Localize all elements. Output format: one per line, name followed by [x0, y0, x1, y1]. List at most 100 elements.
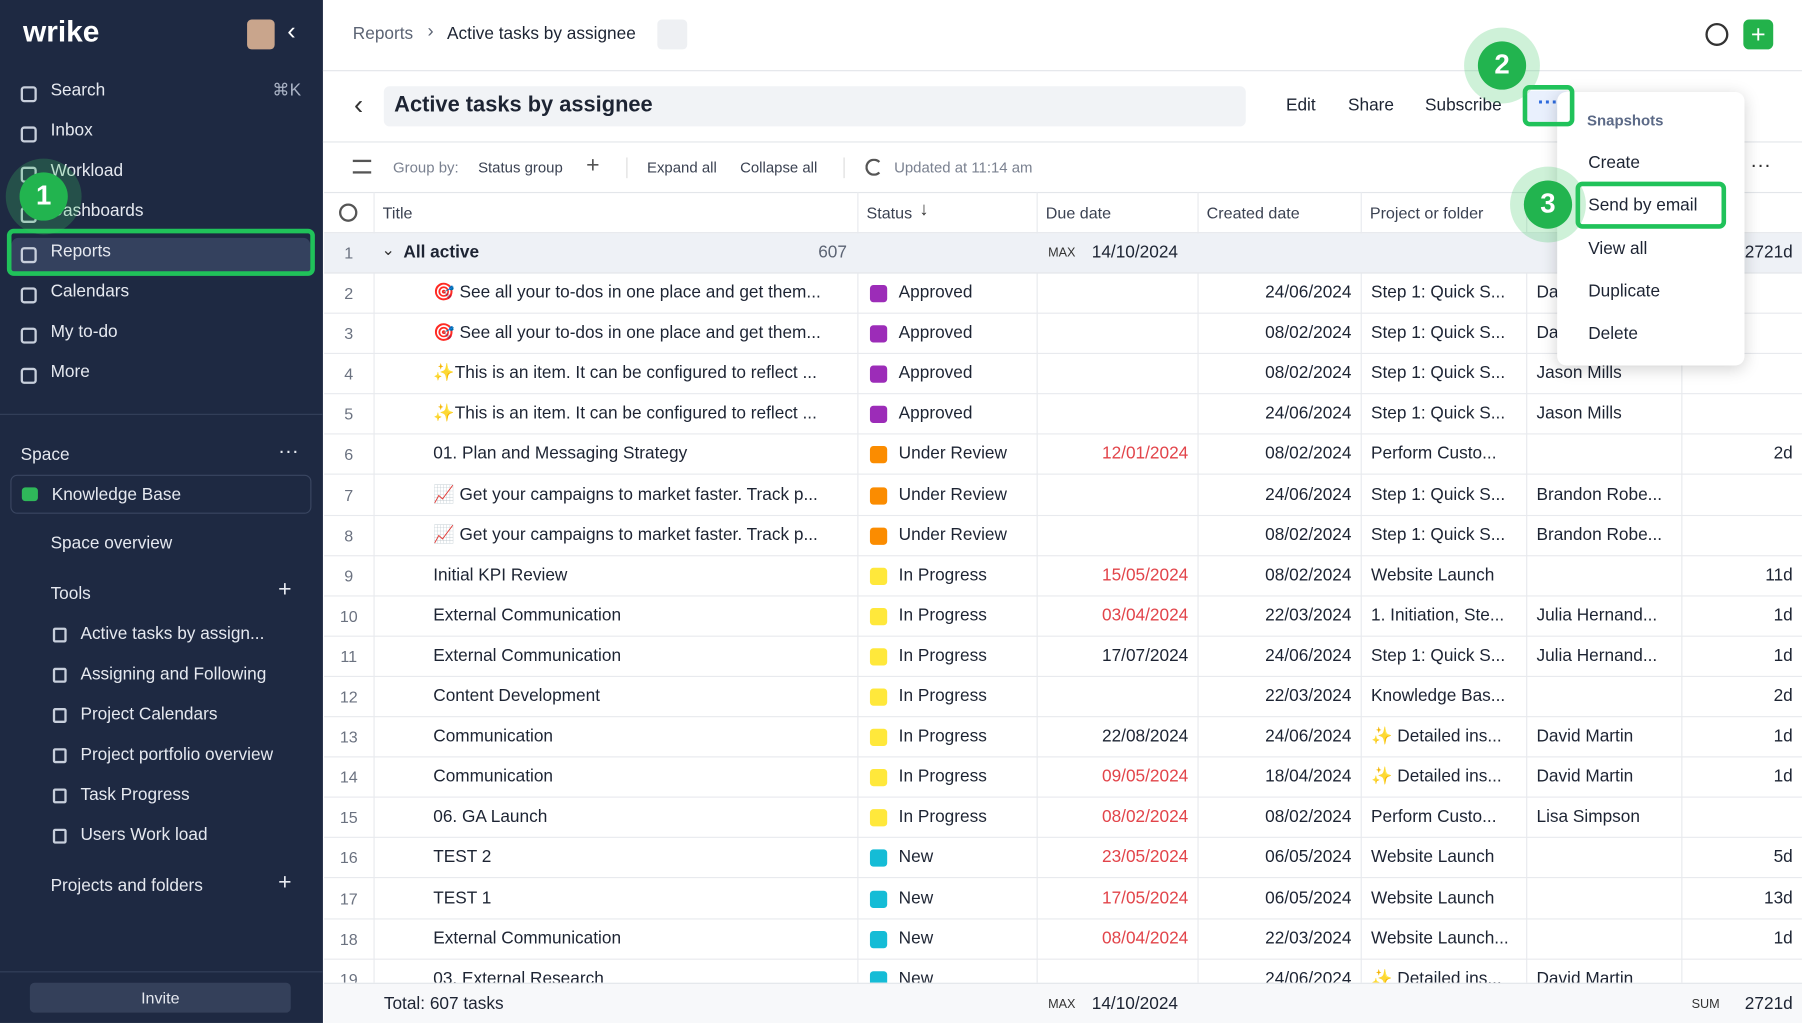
nav-item[interactable]: Workload: [50, 160, 124, 181]
status-swatch: [869, 930, 888, 948]
project: ✨ Detailed ins...: [1370, 726, 1502, 747]
projects-label[interactable]: Projects and folders: [50, 875, 203, 896]
refresh-icon[interactable]: [865, 158, 883, 176]
collapse-all[interactable]: Collapse all: [740, 158, 818, 176]
table-row[interactable]: 4 ✨This is an item. It can be configured …: [324, 354, 1802, 395]
menu-item[interactable]: Duplicate: [1588, 281, 1661, 302]
menu-item[interactable]: Create: [1588, 152, 1640, 173]
table-row[interactable]: 10 External Communication In Progress 03/04…: [324, 596, 1802, 637]
nav-item[interactable]: Inbox: [50, 120, 93, 141]
tool-item[interactable]: Assigning and Following: [80, 664, 267, 684]
status: In Progress: [898, 565, 987, 585]
column-divider: [1036, 191, 1038, 983]
nav-item[interactable]: Calendars: [50, 281, 130, 302]
table-row[interactable]: 15 06. GA Launch In Progress 08/02/2024 08/0…: [324, 798, 1802, 839]
tool-item[interactable]: Task Progress: [80, 785, 190, 805]
action-button[interactable]: Edit: [1285, 95, 1316, 115]
created-date: 08/02/2024: [1265, 323, 1352, 343]
status: Under Review: [898, 444, 1007, 464]
agg-label: MAX: [1048, 997, 1076, 1012]
nav-item[interactable]: Dashboards: [50, 201, 144, 221]
tool-item[interactable]: Project Calendars: [80, 704, 218, 725]
status-swatch: [869, 809, 888, 827]
expand-toggle[interactable]: ⌄: [381, 240, 396, 259]
group-row: 1 ⌄ All active 607 MAX 14/10/2024 2721d: [324, 233, 1802, 274]
action-button[interactable]: Share: [1348, 95, 1395, 115]
nav-item[interactable]: My to-do: [50, 321, 118, 342]
add-group[interactable]: +: [586, 152, 600, 179]
project: Website Launch: [1370, 847, 1495, 868]
table-row[interactable]: 5 ✨This is an item. It can be configured …: [324, 395, 1802, 435]
table-row[interactable]: 7 📈 Get your campaigns to market faster. …: [324, 475, 1802, 516]
project: Step 1: Quick S...: [1370, 323, 1506, 343]
tools-label: Tools: [50, 583, 91, 604]
status: Approved: [898, 363, 973, 383]
status-swatch: [869, 486, 888, 505]
table-row[interactable]: 6 01. Plan and Messaging Strategy Under Re…: [324, 435, 1802, 476]
duration: 5d: [1773, 847, 1793, 868]
column-header[interactable]: Project or folder: [1369, 203, 1484, 222]
group-due: 14/10/2024: [1091, 242, 1179, 263]
collapse-button[interactable]: ‹: [287, 16, 296, 45]
table-row[interactable]: 16 TEST 2 New 23/05/2024 06/05/2024 Website L…: [324, 838, 1802, 879]
row-number: 18: [339, 929, 358, 948]
column-header[interactable]: Status: [866, 203, 913, 222]
settings-icon[interactable]: [339, 203, 358, 222]
space-more[interactable]: ···: [278, 439, 299, 463]
menu-heading: Snapshots: [1587, 111, 1664, 129]
sum-label: SUM: [1691, 997, 1720, 1012]
tools-add[interactable]: +: [278, 576, 292, 603]
nav-icon: [20, 287, 37, 304]
table-row[interactable]: 2 🎯 See all your to-dos in one place and …: [324, 274, 1802, 314]
pin-button[interactable]: [657, 19, 688, 50]
tool-item[interactable]: Active tasks by assign...: [80, 624, 265, 644]
projects-add[interactable]: +: [278, 870, 292, 896]
due-date: 03/04/2024: [1101, 605, 1189, 626]
row-number: 13: [339, 727, 358, 747]
table-row[interactable]: 11 External Communication In Progress 17/07…: [324, 637, 1802, 677]
row-number: 15: [339, 808, 358, 827]
table-row[interactable]: 14 Communication In Progress 09/05/2024 18/0…: [324, 758, 1802, 798]
nav-item[interactable]: More: [50, 362, 90, 382]
nav-item[interactable]: Search: [50, 80, 106, 100]
back-button[interactable]: ‹: [353, 89, 364, 121]
expand-all[interactable]: Expand all: [646, 158, 717, 176]
menu-item[interactable]: Delete: [1588, 324, 1639, 344]
table-row[interactable]: 9 Initial KPI Review In Progress 15/05/2024…: [324, 556, 1802, 597]
table-row[interactable]: 3 🎯 See all your to-dos in one place and …: [324, 314, 1802, 355]
table-row[interactable]: 17 TEST 1 New 17/05/2024 06/05/2024 Website L…: [324, 879, 1802, 919]
column-header[interactable]: Title: [382, 203, 413, 222]
tool-item[interactable]: Users Work load: [80, 825, 208, 845]
action-button[interactable]: Subscribe: [1425, 95, 1502, 115]
column-header[interactable]: Created date: [1206, 203, 1300, 222]
breadcrumb-link[interactable]: Reports: [352, 24, 414, 44]
add-button[interactable]: +: [1743, 19, 1774, 50]
tool-icon: [52, 667, 67, 683]
divider: [843, 157, 845, 179]
table-row[interactable]: 19 03. External Research New 24/06/2024 ✨ De…: [324, 959, 1802, 983]
invite-button[interactable]: Invite: [29, 982, 291, 1013]
table-row[interactable]: 18 External Communication New 08/04/2024 22/…: [324, 919, 1802, 960]
table-row[interactable]: 8 📈 Get your campaigns to market faster. …: [324, 516, 1802, 556]
nav-item[interactable]: Reports: [50, 241, 111, 261]
table-row[interactable]: 13 Communication In Progress 22/08/2024 24/0…: [324, 717, 1802, 758]
space-label: Space: [20, 444, 70, 465]
menu-item[interactable]: View all: [1588, 238, 1648, 259]
help-button[interactable]: [1705, 22, 1729, 46]
duration: 11d: [1765, 565, 1793, 585]
callout: 2: [1477, 41, 1527, 90]
status: New: [898, 847, 934, 868]
space-select[interactable]: Knowledge Base: [10, 474, 312, 514]
assignee: Brandon Robe...: [1536, 524, 1663, 545]
table-row[interactable]: 12 Content Development In Progress 22/03/20…: [324, 677, 1802, 718]
group-by-value[interactable]: Status group: [478, 158, 563, 176]
space-overview[interactable]: Space overview: [50, 533, 173, 553]
space-name: Knowledge Base: [51, 485, 182, 505]
table-more[interactable]: ···: [1750, 152, 1771, 176]
menu-item[interactable]: Send by email: [1588, 195, 1698, 216]
duration: 2d: [1773, 444, 1793, 464]
tool-item[interactable]: Project portfolio overview: [80, 744, 274, 765]
column-header[interactable]: Due date: [1045, 203, 1112, 222]
status: New: [898, 968, 934, 983]
status-swatch: [869, 365, 888, 383]
